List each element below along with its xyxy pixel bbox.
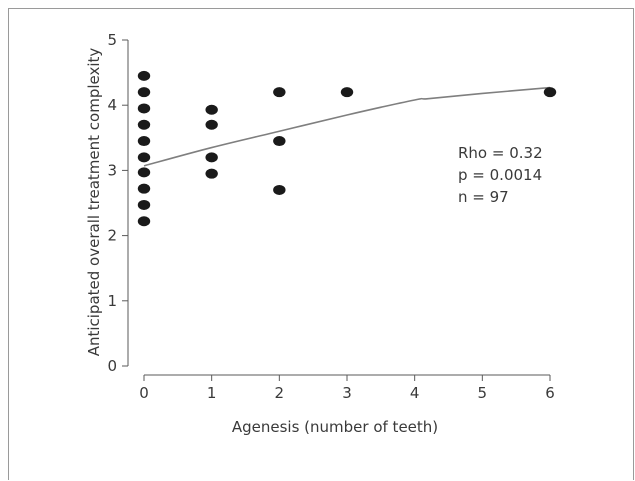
x-tick-label: 0 xyxy=(139,384,149,402)
data-point xyxy=(205,152,218,163)
data-point xyxy=(273,136,286,147)
data-point xyxy=(137,152,151,163)
data-point xyxy=(137,199,151,210)
data-point xyxy=(137,119,151,130)
annotation-n: n = 97 xyxy=(458,188,509,206)
data-point xyxy=(273,87,286,98)
y-tick-label: 1 xyxy=(107,292,117,310)
annotation-p: p = 0.0014 xyxy=(458,166,542,184)
points-group xyxy=(137,70,557,227)
y-tick-label: 4 xyxy=(107,96,117,114)
axes: 0 1 2 3 4 5 0 1 2 3 4 5 6 xyxy=(107,31,554,402)
data-point xyxy=(137,216,151,227)
y-tick-label: 3 xyxy=(107,161,117,179)
data-point xyxy=(137,103,151,114)
y-axis-title: Anticipated overall treatment complexity xyxy=(85,48,103,357)
y-tick-label: 0 xyxy=(107,357,117,375)
y-tick-label: 5 xyxy=(107,31,117,49)
data-point xyxy=(543,87,557,98)
fit-line-group xyxy=(143,86,551,167)
data-point xyxy=(205,104,218,115)
data-point xyxy=(137,136,151,147)
x-tick-label: 6 xyxy=(545,384,555,402)
data-point xyxy=(273,184,286,195)
data-point xyxy=(137,87,151,98)
x-tick-label: 2 xyxy=(275,384,285,402)
x-tick-label: 4 xyxy=(410,384,420,402)
data-point xyxy=(205,168,218,179)
x-axis-title: Agenesis (number of teeth) xyxy=(232,418,438,436)
figure-frame xyxy=(8,8,634,480)
x-tick-label: 1 xyxy=(207,384,217,402)
y-tick-label: 2 xyxy=(107,227,117,245)
data-point xyxy=(137,70,151,81)
data-point xyxy=(137,167,151,178)
x-tick-label: 5 xyxy=(478,384,488,402)
data-point xyxy=(137,183,151,194)
x-tick-label: 3 xyxy=(342,384,352,402)
data-point xyxy=(205,119,218,130)
fit-line xyxy=(143,86,551,167)
annotation-rho: Rho = 0.32 xyxy=(458,144,543,162)
data-point xyxy=(340,87,354,98)
